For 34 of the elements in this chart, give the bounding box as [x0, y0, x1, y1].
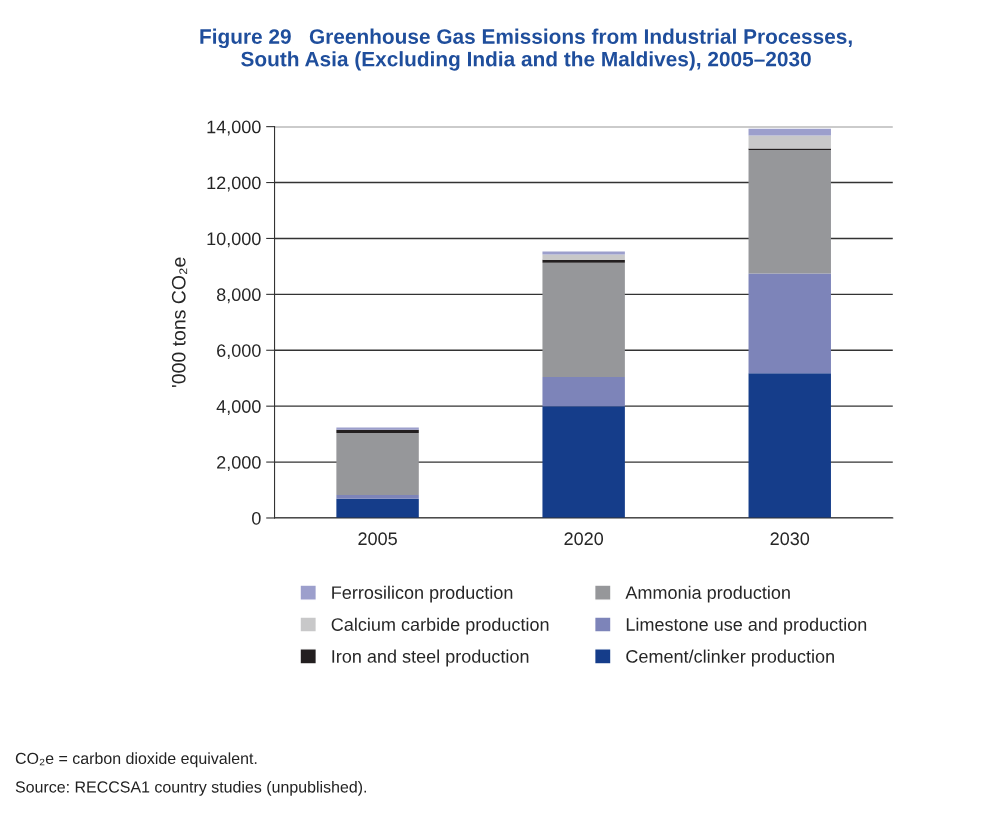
- bar: [542, 259, 625, 263]
- y-tick-label: 0: [252, 511, 261, 525]
- bar: [748, 128, 831, 136]
- legend-label: Limestone use and production: [626, 617, 867, 635]
- bar: [542, 377, 625, 407]
- chart-title: Figure 29 Greenhouse Gas Emissions from Industrial Processes, South Asia (Excluding India and the Maldives), 2005–2030: [200, 28, 852, 71]
- x-tick-label: 2020: [564, 532, 604, 546]
- x-tick-label: 2030: [770, 532, 810, 546]
- bar: [542, 406, 625, 518]
- text: CO₂e = carbon dioxide equivalent.: [15, 752, 257, 768]
- bar: [748, 135, 831, 149]
- bar: [748, 150, 831, 274]
- y-tick-label: 8,000: [216, 288, 261, 304]
- y-tick-label: 12,000: [207, 176, 261, 192]
- bar: [748, 373, 831, 518]
- bar: [336, 495, 419, 499]
- y-axis-title: '000 tons CO₂e: [171, 257, 188, 387]
- legend-label: Iron and steel production: [332, 649, 529, 667]
- y-tick-label: 6,000: [217, 344, 261, 360]
- bar: [748, 273, 831, 374]
- y-tick-label: 14,000: [207, 120, 261, 136]
- x-tick-label: 2005: [358, 532, 397, 546]
- y-tick-label: 2,000: [217, 456, 261, 471]
- y-tick-label: 10,000: [207, 232, 261, 248]
- bar: [542, 254, 625, 260]
- legend-label: Calcium carbide production: [331, 617, 549, 635]
- bar: [336, 433, 419, 496]
- y-tick-label: 4,000: [216, 400, 261, 416]
- legend-label: Ferrosilicon production: [332, 585, 513, 603]
- bar: [542, 262, 625, 378]
- legend-label: Cement/clinker production: [626, 649, 834, 667]
- source-note: Source: RECCSA1 country studies (unpublished).: [15, 780, 367, 796]
- bar: [336, 498, 419, 518]
- legend-label: Ammonia production: [625, 585, 790, 603]
